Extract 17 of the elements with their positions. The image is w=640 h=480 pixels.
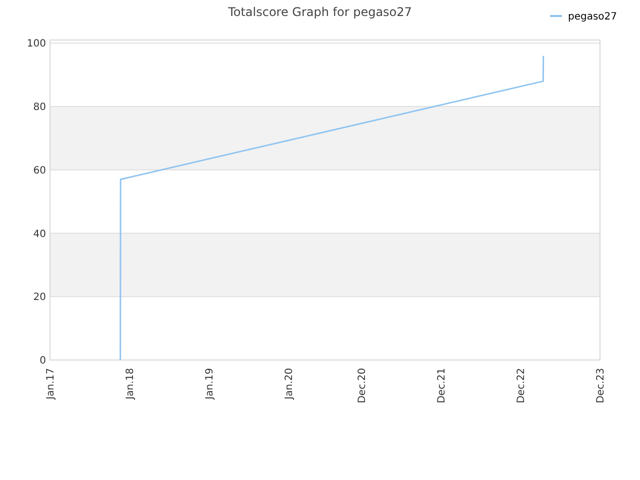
y-tick-label: 80 bbox=[33, 102, 46, 114]
x-tick-label: Jan.19 bbox=[204, 368, 216, 400]
x-tick-label: Dec.21 bbox=[436, 368, 448, 404]
x-tick-label: Jan.17 bbox=[46, 368, 56, 400]
y-tick-label: 40 bbox=[33, 228, 46, 240]
x-tick-label: Dec.23 bbox=[596, 368, 606, 404]
y-tick-label: 20 bbox=[33, 292, 46, 304]
line-series bbox=[120, 55, 544, 361]
y-tick-label: 0 bbox=[40, 356, 46, 366]
legend-label: pegaso27 bbox=[568, 12, 618, 22]
x-tick-label: Jan.18 bbox=[125, 368, 136, 400]
x-tick-label: Dec.22 bbox=[516, 368, 527, 404]
x-tick-label: Jan.20 bbox=[284, 368, 296, 400]
y-tick-label: 100 bbox=[26, 38, 46, 50]
y-tick-label: 60 bbox=[33, 165, 46, 176]
x-tick-label: Dec.20 bbox=[356, 368, 368, 404]
chart-title: Totalscore Graph for pegaso27 bbox=[227, 5, 412, 19]
